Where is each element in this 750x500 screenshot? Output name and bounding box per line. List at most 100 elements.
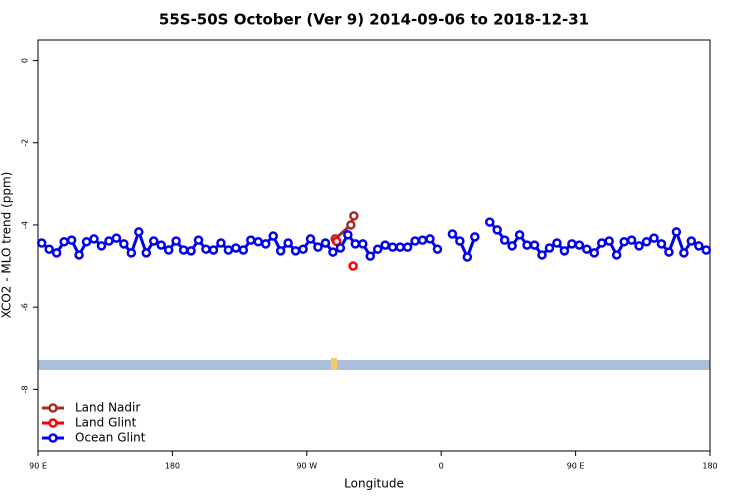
data-point — [484, 217, 495, 227]
data-point — [36, 238, 47, 248]
data-point — [348, 261, 358, 271]
data-point — [387, 242, 398, 252]
data-point — [589, 248, 600, 258]
data-point — [701, 245, 712, 255]
data-point — [111, 233, 122, 243]
x-tick-label: 90 E — [567, 462, 585, 471]
data-point — [89, 234, 99, 244]
data-point — [417, 235, 428, 245]
legend-label: Land Nadir — [75, 401, 140, 415]
data-point — [574, 240, 585, 250]
data-point — [305, 234, 316, 244]
x-tick-label: 90 W — [296, 462, 317, 471]
legend-label: Land Glint — [75, 416, 137, 430]
data-point — [544, 243, 555, 253]
data-point — [66, 235, 77, 245]
data-point — [298, 244, 308, 254]
data-point — [410, 236, 420, 246]
legend-marker — [48, 418, 58, 428]
data-point — [507, 241, 517, 251]
data-point — [447, 229, 458, 239]
data-point — [462, 252, 473, 262]
data-point — [522, 240, 532, 250]
data-point — [634, 241, 644, 251]
data-point — [223, 245, 234, 255]
data-point — [380, 240, 390, 250]
data-point — [81, 237, 92, 247]
data-point — [51, 248, 62, 258]
data-point — [44, 244, 54, 254]
data-point — [156, 240, 166, 250]
data-point — [238, 245, 249, 255]
data-point — [649, 233, 659, 243]
data-point — [619, 237, 629, 247]
data-point — [141, 248, 152, 258]
x-tick-label: 180 — [165, 462, 180, 471]
data-point — [148, 236, 159, 246]
data-point — [349, 211, 359, 221]
data-point — [529, 240, 540, 250]
data-point — [499, 235, 510, 245]
data-point — [611, 250, 622, 260]
data-point — [664, 247, 674, 257]
data-point — [335, 243, 346, 253]
y-axis-label: XCO2 - MLO trend (ppm) — [0, 172, 14, 319]
x-tick-label: 180 — [702, 462, 717, 471]
data-point — [567, 239, 577, 249]
data-point — [425, 234, 435, 244]
data-point — [171, 236, 181, 246]
y-tick-label: 0 — [21, 58, 30, 63]
data-point — [402, 242, 413, 252]
x-axis-label: Longitude — [344, 477, 404, 491]
data-point — [552, 238, 562, 248]
data-point — [74, 250, 84, 260]
data-point — [178, 245, 189, 255]
data-point — [59, 237, 69, 247]
data-point — [626, 235, 637, 245]
data-point — [537, 250, 547, 260]
data-point — [432, 244, 443, 254]
data-point — [193, 235, 204, 245]
data-point — [275, 246, 286, 256]
legend-marker — [48, 433, 58, 443]
data-point — [365, 251, 376, 261]
data-point — [350, 239, 361, 249]
y-tick-label: -8 — [21, 385, 30, 393]
data-point — [283, 238, 293, 248]
data-point — [268, 231, 278, 241]
data-point — [253, 237, 264, 247]
legend-label: Ocean Glint — [75, 431, 146, 445]
chart-title: 55S-50S October (Ver 9) 2014-09-06 to 20… — [159, 11, 589, 29]
data-point — [641, 237, 652, 247]
data-point — [455, 236, 465, 246]
legend-marker — [48, 403, 58, 413]
data-point — [231, 243, 241, 253]
data-point — [372, 244, 383, 254]
data-point — [492, 225, 502, 235]
coverage-band — [38, 360, 710, 370]
data-point — [343, 230, 353, 240]
y-tick-label: -2 — [21, 139, 30, 147]
data-point — [246, 235, 256, 245]
data-point — [331, 236, 342, 247]
data-point — [346, 220, 356, 230]
data-point — [596, 238, 607, 248]
data-point — [126, 248, 137, 258]
data-point — [260, 239, 271, 249]
data-point — [163, 245, 174, 255]
data-point — [208, 245, 219, 255]
data-point — [186, 246, 196, 256]
y-tick-label: -6 — [21, 303, 30, 311]
y-tick-label: -4 — [21, 221, 30, 229]
data-point — [514, 230, 525, 240]
data-point — [470, 232, 480, 242]
data-point — [216, 238, 226, 248]
data-point — [290, 246, 301, 256]
data-point — [119, 239, 129, 249]
data-point — [134, 227, 144, 237]
data-point — [604, 236, 614, 246]
data-point — [686, 236, 697, 246]
data-point — [96, 241, 107, 251]
data-point — [694, 241, 704, 251]
